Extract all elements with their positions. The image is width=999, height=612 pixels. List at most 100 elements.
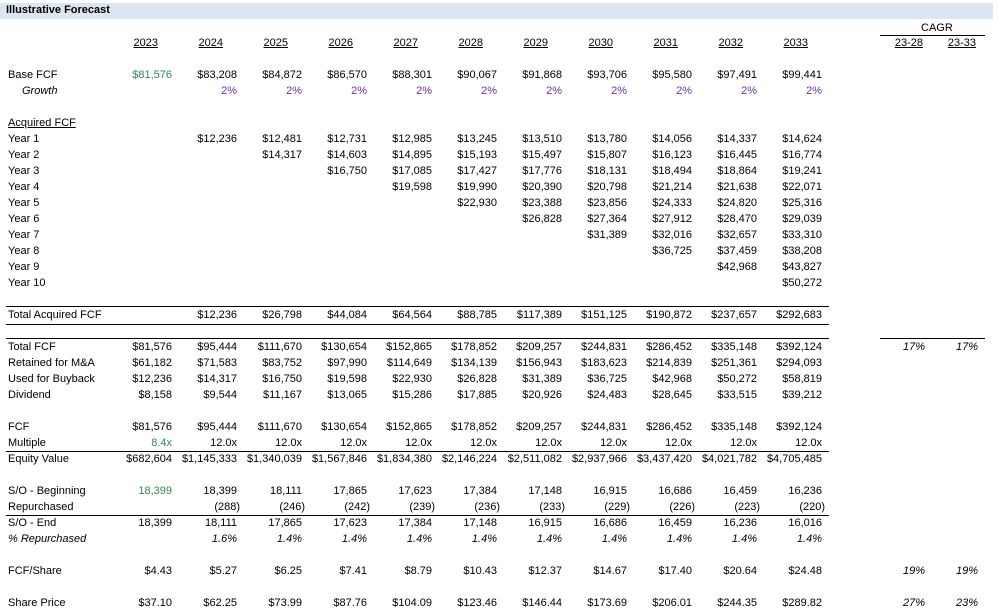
- cell: 2%: [741, 85, 757, 97]
- cell: 1.4%: [796, 533, 822, 545]
- cell: $4,705,485: [766, 453, 822, 465]
- cell: $152,865: [386, 341, 432, 353]
- cell: $18,494: [652, 165, 692, 177]
- year-header: 2023: [133, 37, 158, 49]
- cell: $23,388: [522, 197, 562, 209]
- cell: $14,624: [782, 133, 822, 145]
- cell: $13,245: [457, 133, 497, 145]
- cell: $32,657: [717, 229, 757, 241]
- cell: $61,182: [132, 357, 172, 369]
- cell: $130,654: [321, 421, 367, 433]
- total-acquired-bottom-rule: [6, 324, 829, 325]
- cell: $27,364: [587, 213, 627, 225]
- cell: $38,208: [782, 245, 822, 257]
- cell: $14,056: [652, 133, 692, 145]
- cell: $4,021,782: [701, 453, 757, 465]
- cell: $130,654: [321, 341, 367, 353]
- cell: $24,333: [652, 197, 692, 209]
- cell: $5.27: [209, 565, 237, 577]
- cell: (246): [279, 501, 305, 513]
- cell: $16,445: [717, 149, 757, 161]
- cell: $33,310: [782, 229, 822, 241]
- year-header: 2029: [523, 37, 548, 49]
- cell: $14,895: [392, 149, 432, 161]
- cell: 12.0x: [275, 437, 302, 449]
- year-header: 2026: [328, 37, 353, 49]
- cell: $31,389: [522, 373, 562, 385]
- cell: 18,111: [269, 485, 302, 497]
- cell: $209,257: [516, 341, 562, 353]
- cell: $251,361: [711, 357, 757, 369]
- cell: 2%: [806, 85, 822, 97]
- cell: $13,780: [587, 133, 627, 145]
- cell: $36,725: [587, 373, 627, 385]
- cell: $183,623: [581, 357, 627, 369]
- cell: $335,148: [711, 421, 757, 433]
- cell: $90,067: [457, 69, 497, 81]
- cell: $292,683: [776, 309, 822, 321]
- cell: $91,868: [522, 69, 562, 81]
- cell: $1,567,846: [311, 453, 367, 465]
- cagr-cell: 19%: [902, 565, 925, 577]
- cell: (220): [799, 501, 825, 513]
- row-label-retained: Retained for M&A: [8, 357, 95, 369]
- cell: 12.0x: [470, 437, 497, 449]
- cell: $152,865: [386, 421, 432, 433]
- cell: $26,798: [262, 309, 302, 321]
- year-header: 2033: [783, 37, 808, 49]
- cell: $17,427: [457, 165, 497, 177]
- cell: 1.4%: [341, 533, 367, 545]
- cell: 2%: [416, 85, 432, 97]
- cell: $9,544: [203, 389, 237, 401]
- cell: $43,827: [782, 261, 822, 273]
- cell: 17,865: [268, 517, 302, 529]
- cell: $286,452: [646, 421, 692, 433]
- cell: $64,564: [392, 309, 432, 321]
- acquired-year-label: Year 3: [8, 165, 40, 177]
- row-label-so-end: S/O - End: [8, 517, 57, 529]
- cell: $22,071: [782, 181, 822, 193]
- equity-top-rule: [6, 451, 829, 452]
- cell: $19,990: [457, 181, 497, 193]
- cell: 16,459: [723, 485, 757, 497]
- cell: 16,686: [658, 485, 692, 497]
- cell: $18,864: [717, 165, 757, 177]
- cell: $33,515: [717, 389, 757, 401]
- cell: $17,885: [457, 389, 497, 401]
- cagr-header: CAGR: [921, 22, 953, 34]
- cell: $14,337: [717, 133, 757, 145]
- row-label-fcf: FCF: [8, 421, 30, 433]
- cell: $392,124: [776, 421, 822, 433]
- header-band: Illustrative Forecast: [0, 3, 993, 19]
- cell: $244,831: [581, 421, 627, 433]
- acquired-year-label: Year 4: [8, 181, 40, 193]
- cell: $58,819: [782, 373, 822, 385]
- cell: $12,236: [132, 373, 172, 385]
- row-label-repurchased: Repurchased: [8, 501, 74, 513]
- cell: 17,384: [463, 485, 497, 497]
- cell: $23,856: [587, 197, 627, 209]
- cell: 16,915: [593, 485, 627, 497]
- cell: $84,872: [262, 69, 302, 81]
- cell: $190,872: [646, 309, 692, 321]
- acquired-year-label: Year 5: [8, 197, 40, 209]
- cell: $12,731: [327, 133, 367, 145]
- cell: $13,065: [327, 389, 367, 401]
- cell: 1.6%: [211, 533, 237, 545]
- cell: 18,111: [204, 517, 237, 529]
- cell: $244.35: [717, 597, 757, 609]
- cell: $19,598: [392, 181, 432, 193]
- cell: $26,828: [457, 373, 497, 385]
- cell: 12.0x: [600, 437, 627, 449]
- row-label-total-acquired: Total Acquired FCF: [8, 309, 102, 321]
- row-label-base-fcf: Base FCF: [8, 69, 58, 81]
- cell: $15,286: [392, 389, 432, 401]
- cell: 1.4%: [471, 533, 497, 545]
- cell: $81,576: [132, 421, 172, 433]
- acquired-year-label: Year 1: [8, 133, 40, 145]
- row-label-buyback: Used for Buyback: [8, 373, 95, 385]
- cell: $12,236: [197, 133, 237, 145]
- year-header: 2024: [198, 37, 223, 49]
- cell: $50,272: [717, 373, 757, 385]
- row-label-pct-repurchased: % Repurchased: [8, 533, 87, 545]
